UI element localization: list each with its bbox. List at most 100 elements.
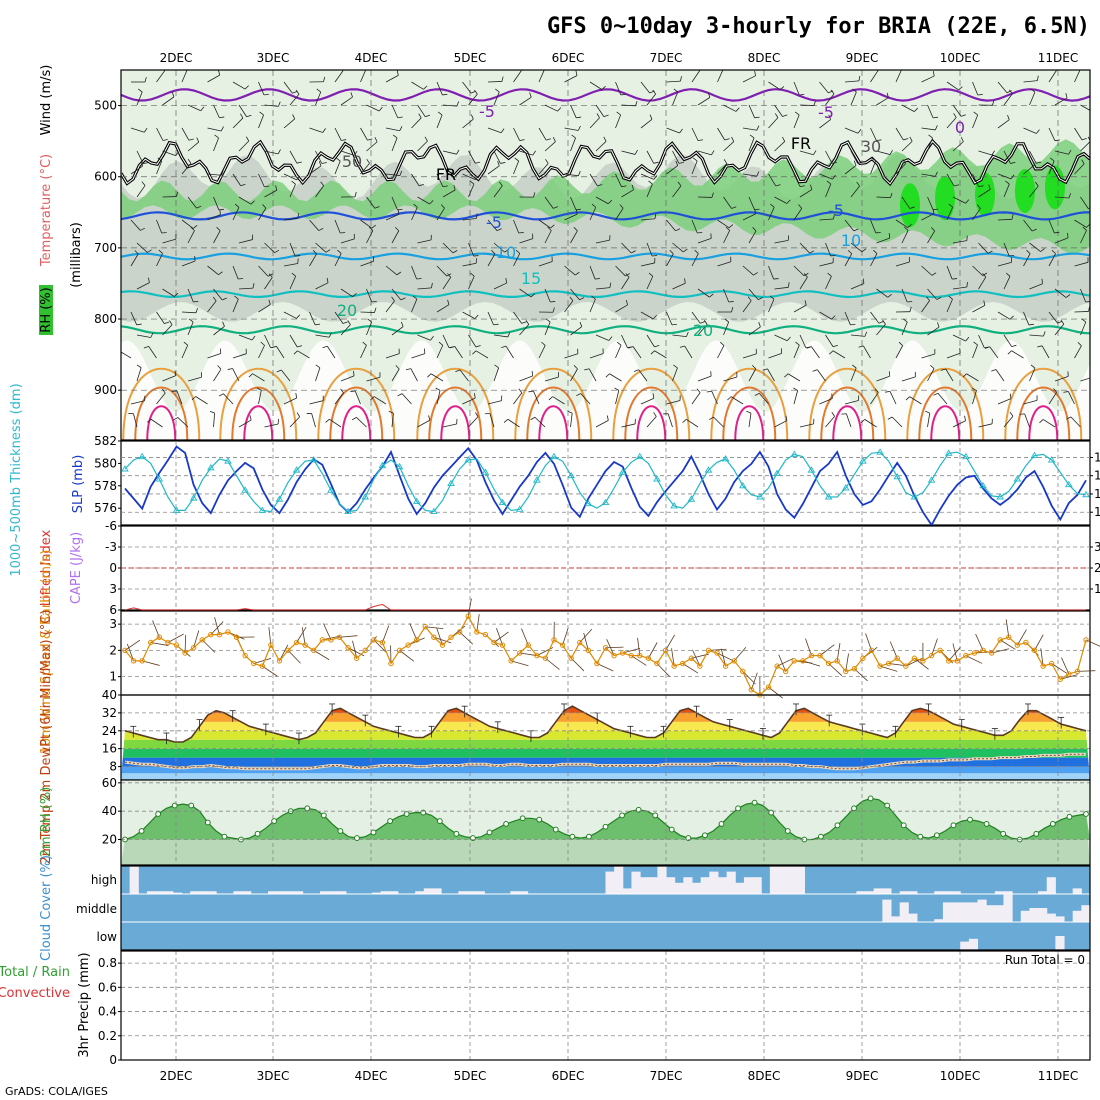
wind-barb <box>366 376 381 382</box>
wind-barb <box>691 253 699 267</box>
wind-barb <box>156 253 163 267</box>
wind-barb-flag <box>858 75 861 81</box>
wind-barb-flag <box>882 319 886 325</box>
wind-barb-flag <box>474 314 479 319</box>
wind-barb <box>997 119 1010 129</box>
wind-barb-flag <box>1028 323 1034 326</box>
wind-barb-flag <box>296 314 301 319</box>
wind-barb <box>672 282 686 290</box>
wind-barb-flag <box>579 297 585 301</box>
rh-marker <box>1033 830 1040 837</box>
wind-barb <box>382 625 390 643</box>
wind-barb <box>156 160 163 175</box>
top-date-11DEC: 11DEC <box>1038 51 1078 65</box>
wind-barb-flag <box>137 88 143 93</box>
wind-barb-flag <box>698 139 704 142</box>
wind-barb-flag <box>353 150 358 156</box>
wind-barb-flag <box>140 161 143 167</box>
ytick-label: 60 <box>102 776 117 790</box>
wind-barb <box>213 368 222 382</box>
wind-barb-flag <box>746 410 752 414</box>
wind-barb-flag <box>652 255 658 257</box>
wind-barb <box>1048 392 1058 405</box>
wind-barb <box>136 334 151 338</box>
wind-barb-flag <box>909 136 913 142</box>
thickness-marker <box>859 457 867 464</box>
cloud-high-bar <box>380 891 390 894</box>
wind-barb <box>564 173 579 177</box>
thickness-marker <box>1047 456 1056 463</box>
cloud-high-bar <box>415 891 425 894</box>
wind-barb <box>748 368 757 382</box>
wind-barb-flag <box>856 181 860 187</box>
wind-barb-flag <box>652 315 658 320</box>
cloud-high-bar <box>726 871 736 894</box>
wind-barb <box>538 261 553 267</box>
wind-barb-flag <box>914 107 919 112</box>
wind-barb <box>283 217 298 221</box>
thickness-marker <box>224 457 232 464</box>
ylabel-wind: Wind (m/s) <box>39 65 54 136</box>
wind-barb <box>564 75 578 83</box>
wind-barb-flag <box>1077 342 1082 347</box>
wind-speed-marker <box>705 647 712 654</box>
wind-barb-flag <box>954 184 960 187</box>
wind-barb <box>258 207 267 221</box>
wind-barb <box>352 640 358 659</box>
cloud-high-bar <box>908 891 918 894</box>
wind-barb <box>1080 141 1090 152</box>
wind-barb <box>258 265 269 277</box>
wind-barb <box>258 173 265 187</box>
wind-barb-flag <box>709 416 714 420</box>
wind-barb-flag <box>395 365 400 370</box>
wind-barb <box>723 196 732 209</box>
wind-barb-flag <box>220 126 224 132</box>
wind-barb <box>682 663 699 674</box>
wind-barb-flag <box>320 181 325 186</box>
wind-barb <box>181 162 192 175</box>
wind-barb-flag <box>725 226 730 231</box>
wind-speed-marker <box>139 658 145 664</box>
wind-barb <box>767 368 775 382</box>
wind-speed-marker <box>431 634 437 640</box>
wind-barb <box>819 81 829 94</box>
wind-barb-flag <box>707 92 711 98</box>
wind-barb <box>921 173 936 177</box>
wind-barb-flag <box>858 345 864 348</box>
wind-barb-flag <box>1037 345 1043 348</box>
wind-barb-flag <box>830 255 836 257</box>
wind-barb <box>201 639 216 653</box>
wind-barb <box>901 104 915 113</box>
wind-barb-flag <box>399 170 403 176</box>
rh-marker <box>602 823 609 830</box>
wind-barb <box>207 300 217 313</box>
wind-barb-flag <box>937 322 940 328</box>
wind-barb <box>283 311 297 319</box>
wind-barb <box>733 646 747 662</box>
wind-barb-flag <box>200 106 205 111</box>
wind-barb <box>162 238 177 244</box>
thickness-marker <box>275 495 284 502</box>
wind-barb-flag <box>671 323 677 326</box>
wind-barb-flag <box>1068 149 1072 155</box>
wind-barb-flag <box>832 344 838 348</box>
wind-barb-flag <box>728 224 734 229</box>
wind-barb <box>768 352 782 359</box>
wind-barb-flag <box>864 331 868 337</box>
precip-panel-frame <box>120 950 1091 1061</box>
wind-speed-marker <box>688 655 695 661</box>
wind-barb-flag <box>757 297 763 300</box>
wind-speed-marker <box>1083 637 1089 643</box>
wind-speed-marker <box>740 668 746 675</box>
cloud-high-bar <box>657 866 667 894</box>
wind-barb-flag <box>354 191 357 197</box>
wind-barb-flag <box>1009 255 1015 257</box>
wind-barb-flag <box>852 88 857 93</box>
wind-barb-flag <box>628 346 634 349</box>
wind-barb <box>436 81 443 96</box>
wind-barb-flag <box>731 307 734 313</box>
wind-barb <box>828 663 843 676</box>
ytick-label: 0 <box>109 561 117 575</box>
wind-barb-flag <box>1011 344 1017 348</box>
